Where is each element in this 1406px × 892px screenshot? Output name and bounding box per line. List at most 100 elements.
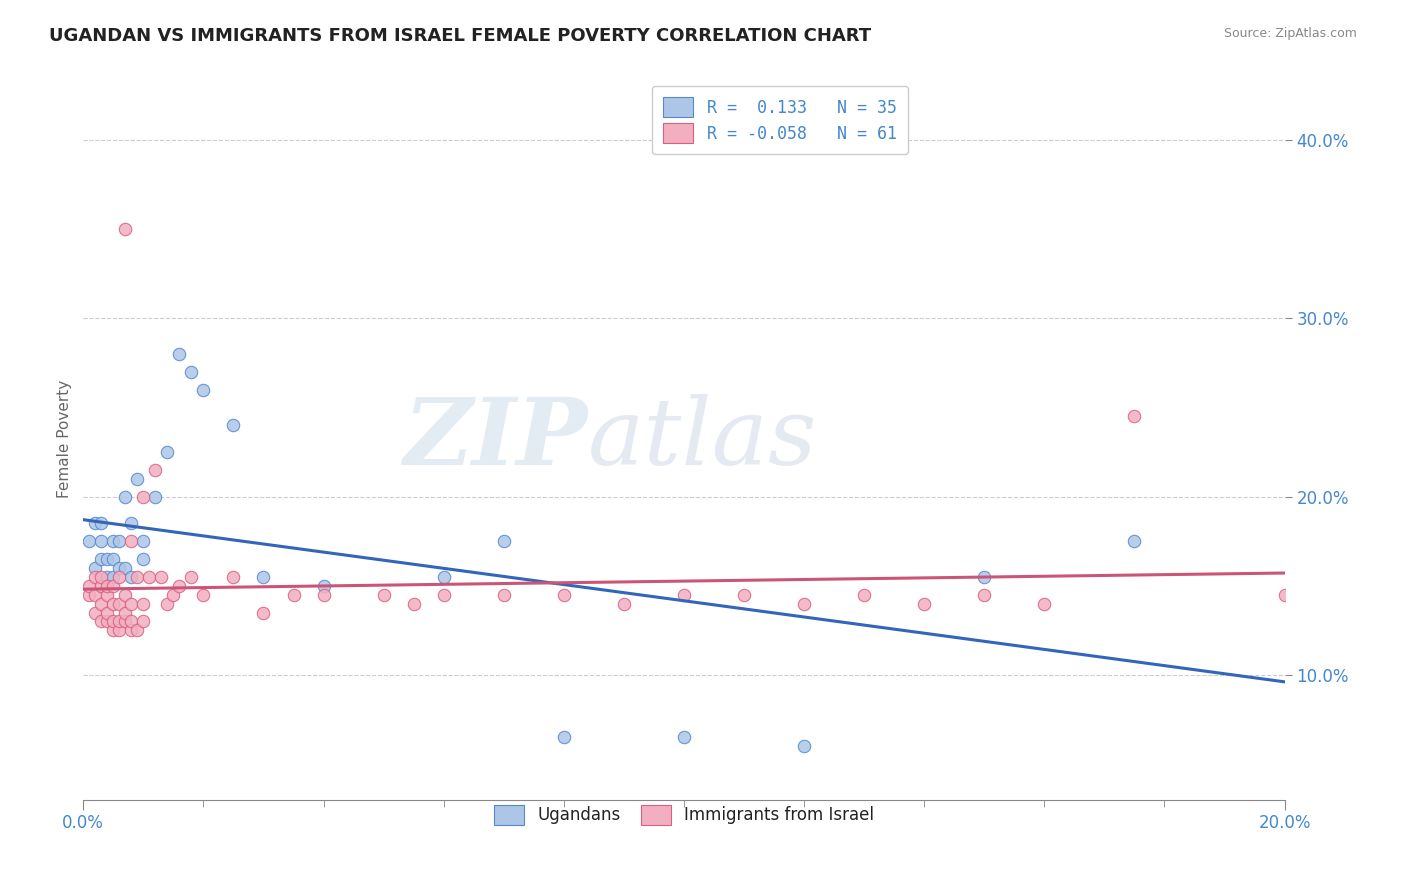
Text: ZIP: ZIP	[404, 393, 588, 483]
Point	[108, 534, 131, 549]
Point	[613, 597, 636, 611]
Point	[373, 588, 395, 602]
Point	[672, 588, 695, 602]
Point	[793, 739, 815, 754]
Point	[114, 222, 136, 236]
Point	[103, 552, 125, 566]
Point	[169, 347, 191, 361]
Point	[114, 588, 136, 602]
Point	[108, 570, 131, 584]
Point	[120, 624, 142, 638]
Point	[252, 570, 274, 584]
Point	[312, 579, 335, 593]
Point	[193, 588, 215, 602]
Point	[132, 597, 155, 611]
Point	[84, 606, 107, 620]
Point	[103, 579, 125, 593]
Point	[103, 624, 125, 638]
Point	[402, 597, 425, 611]
Point	[90, 534, 112, 549]
Point	[96, 588, 118, 602]
Point	[90, 516, 112, 531]
Point	[103, 615, 125, 629]
Point	[108, 597, 131, 611]
Point	[108, 561, 131, 575]
Point	[433, 588, 456, 602]
Point	[84, 561, 107, 575]
Point	[114, 490, 136, 504]
Point	[108, 624, 131, 638]
Point	[132, 552, 155, 566]
Point	[793, 597, 815, 611]
Point	[1274, 588, 1296, 602]
Point	[120, 570, 142, 584]
Point	[114, 606, 136, 620]
Point	[114, 561, 136, 575]
Point	[96, 552, 118, 566]
Point	[90, 597, 112, 611]
Point	[193, 383, 215, 397]
Point	[96, 579, 118, 593]
Point	[145, 490, 167, 504]
Text: atlas: atlas	[588, 393, 817, 483]
Point	[127, 624, 149, 638]
Point	[492, 534, 515, 549]
Point	[1123, 409, 1146, 424]
Point	[90, 570, 112, 584]
Point	[84, 516, 107, 531]
Point	[169, 579, 191, 593]
Text: UGANDAN VS IMMIGRANTS FROM ISRAEL FEMALE POVERTY CORRELATION CHART: UGANDAN VS IMMIGRANTS FROM ISRAEL FEMALE…	[49, 27, 872, 45]
Point	[103, 597, 125, 611]
Point	[120, 597, 142, 611]
Point	[120, 534, 142, 549]
Point	[162, 588, 184, 602]
Point	[150, 570, 173, 584]
Point	[90, 615, 112, 629]
Y-axis label: Female Poverty: Female Poverty	[58, 379, 72, 498]
Point	[145, 463, 167, 477]
Point	[222, 418, 245, 433]
Point	[96, 606, 118, 620]
Point	[222, 570, 245, 584]
Point	[96, 615, 118, 629]
Point	[973, 570, 995, 584]
Point	[108, 615, 131, 629]
Point	[103, 570, 125, 584]
Point	[1123, 534, 1146, 549]
Point	[672, 731, 695, 745]
Point	[312, 588, 335, 602]
Point	[252, 606, 274, 620]
Point	[912, 597, 935, 611]
Point	[433, 570, 456, 584]
Point	[96, 570, 118, 584]
Point	[132, 534, 155, 549]
Text: Source: ZipAtlas.com: Source: ZipAtlas.com	[1223, 27, 1357, 40]
Point	[492, 588, 515, 602]
Point	[132, 490, 155, 504]
Point	[79, 588, 101, 602]
Point	[90, 579, 112, 593]
Point	[127, 570, 149, 584]
Point	[283, 588, 305, 602]
Point	[180, 365, 202, 379]
Point	[120, 615, 142, 629]
Point	[79, 579, 101, 593]
Point	[553, 588, 575, 602]
Point	[156, 445, 179, 459]
Point	[553, 731, 575, 745]
Point	[127, 472, 149, 486]
Point	[79, 534, 101, 549]
Point	[84, 570, 107, 584]
Point	[853, 588, 876, 602]
Point	[120, 516, 142, 531]
Point	[180, 570, 202, 584]
Legend: Ugandans, Immigrants from Israel: Ugandans, Immigrants from Israel	[488, 798, 880, 831]
Point	[156, 597, 179, 611]
Point	[132, 615, 155, 629]
Point	[973, 588, 995, 602]
Point	[1033, 597, 1056, 611]
Point	[103, 534, 125, 549]
Point	[138, 570, 160, 584]
Point	[90, 552, 112, 566]
Point	[84, 588, 107, 602]
